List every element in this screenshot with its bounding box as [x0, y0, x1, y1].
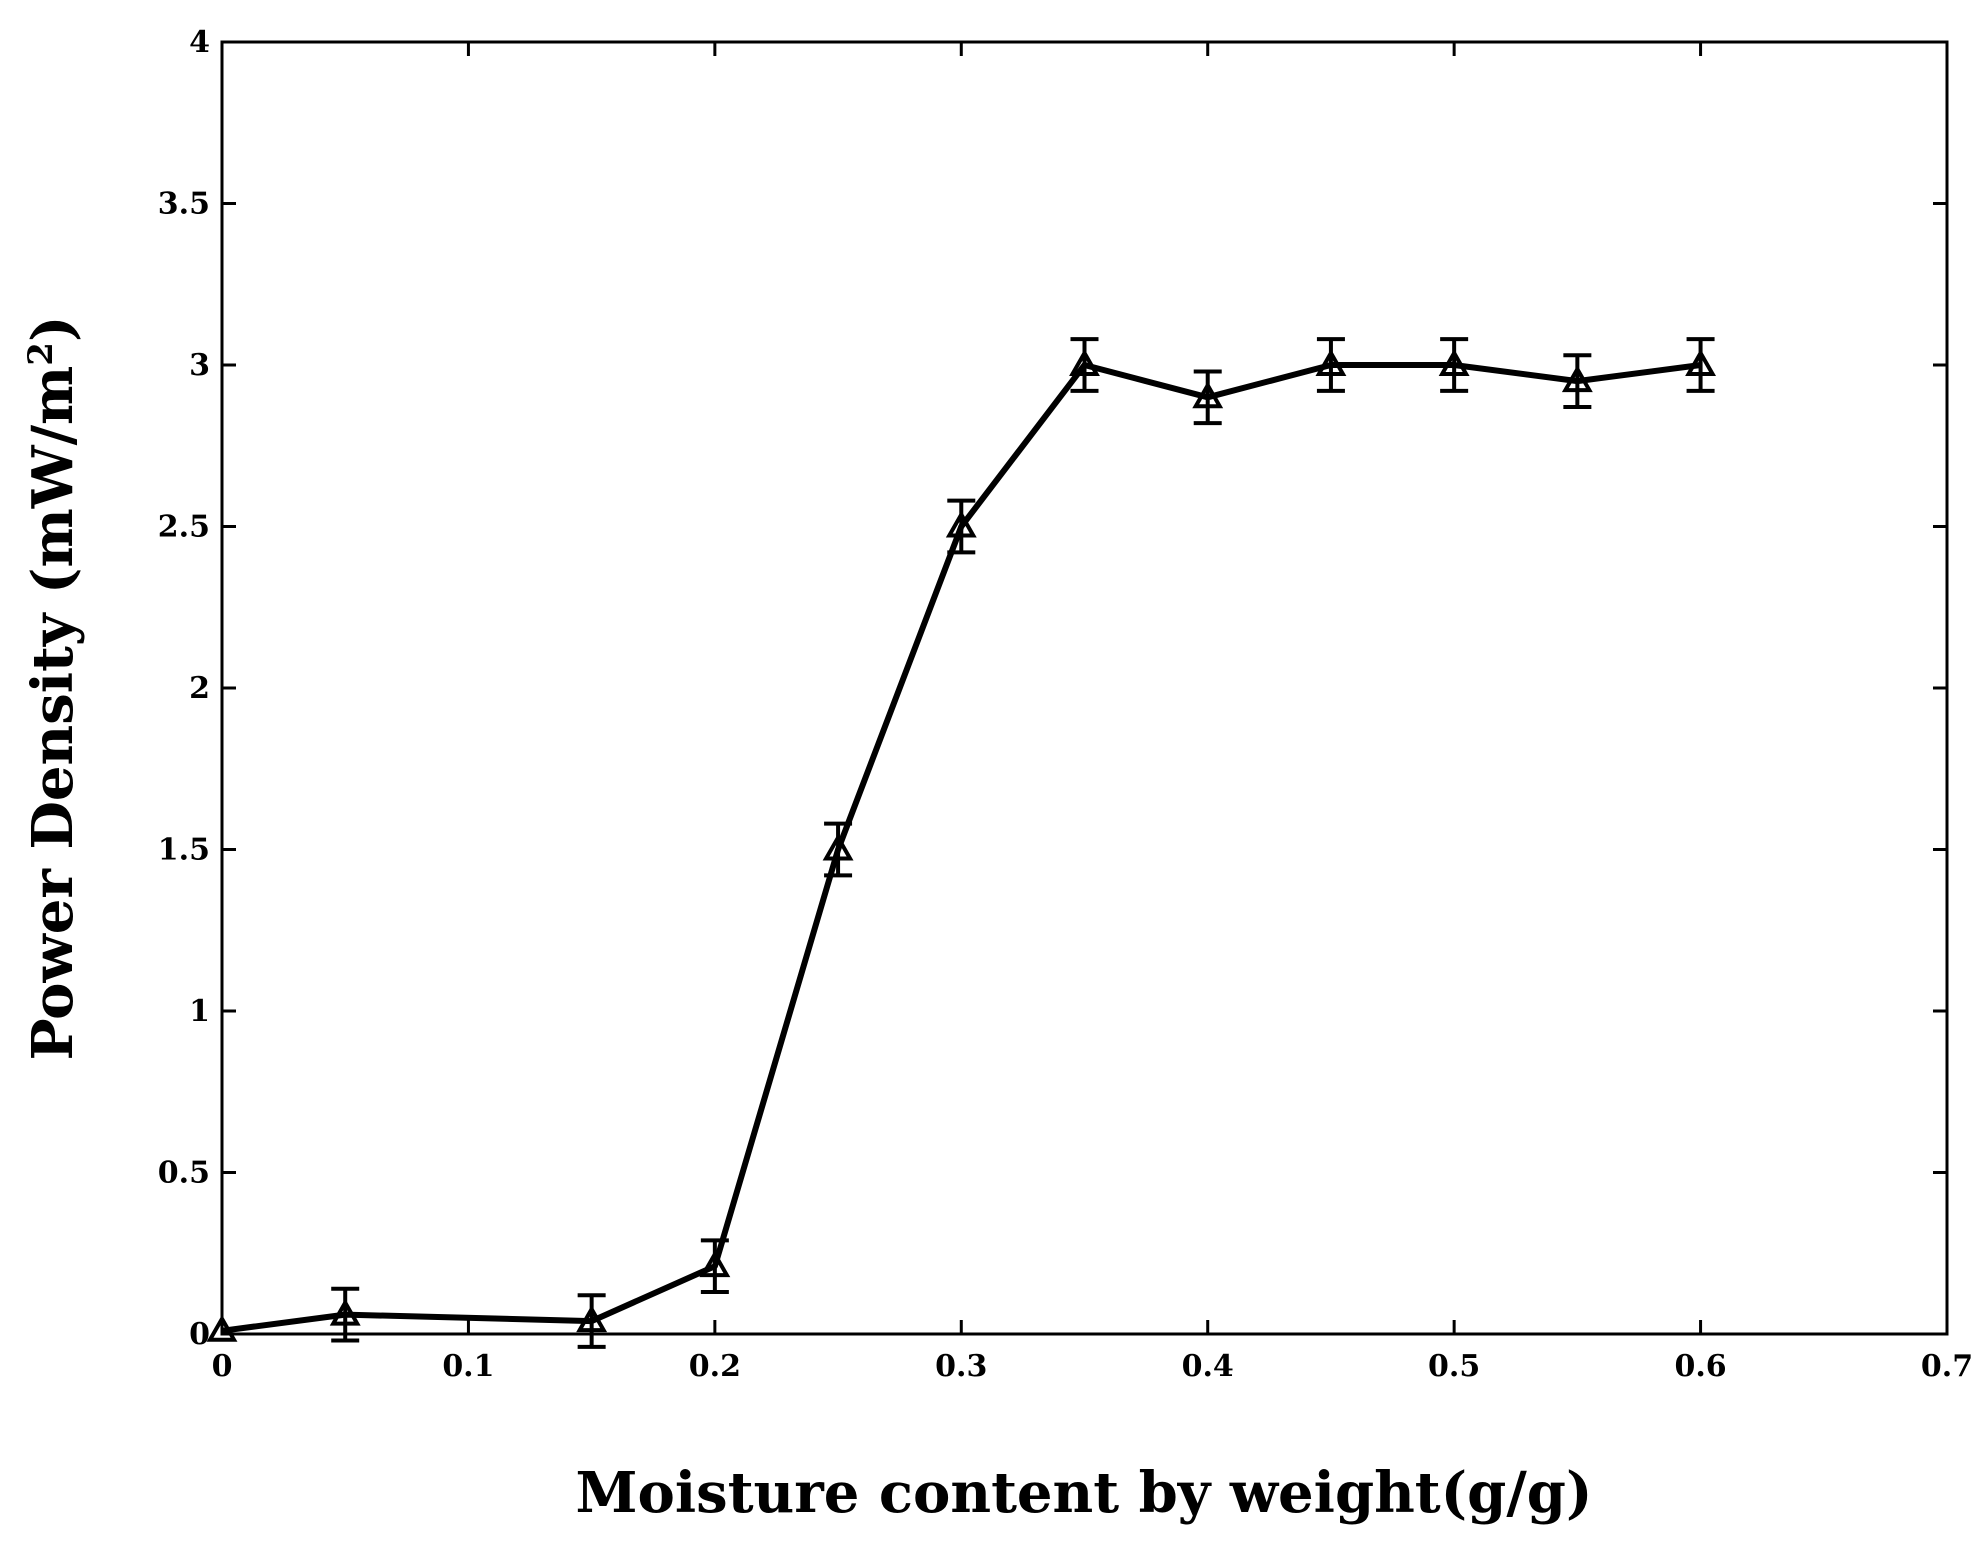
y-tick-label: 3	[189, 348, 210, 383]
y-tick-label: 0.5	[158, 1156, 210, 1191]
x-axis-title: Moisture content by weight(g/g)	[576, 1460, 1593, 1526]
data-point-marker	[1069, 348, 1100, 376]
plot-area	[220, 40, 1949, 1336]
x-tick-label: 0.7	[1921, 1349, 1973, 1384]
data-point-marker	[822, 833, 854, 861]
y-tick-label: 2	[189, 671, 210, 706]
y-tick-label: 3.5	[158, 187, 210, 222]
x-tick-label: 0.4	[1182, 1349, 1234, 1384]
x-tick-label: 0.1	[442, 1349, 494, 1384]
y-axis-title-superscript: 2	[21, 342, 61, 366]
data-point-marker	[576, 1305, 608, 1333]
y-tick-label: 1	[189, 994, 210, 1029]
data-point-marker	[1561, 365, 1593, 393]
y-tick-label: 4	[189, 25, 210, 60]
data-point-marker	[699, 1250, 731, 1278]
x-tick-label: 0.5	[1428, 1349, 1480, 1384]
data-point-marker	[1192, 381, 1224, 409]
data-point-marker	[945, 510, 977, 538]
x-tick-label: 0.2	[689, 1349, 741, 1384]
x-tick-label: 0	[212, 1349, 233, 1384]
x-axis-ticks: 0 0.1 0.2 0.3 0.4 0.5 0.6 0.7	[212, 42, 1973, 1384]
y-tick-label: 0	[189, 1317, 210, 1352]
y-axis-title: Power Density (mW/m2)	[20, 316, 86, 1061]
y-tick-label: 2.5	[158, 510, 210, 545]
data-point-marker	[329, 1298, 361, 1326]
data-point-marker	[1438, 348, 1470, 376]
data-point-marker	[1685, 348, 1717, 376]
error-bars	[331, 337, 1715, 1349]
data-point-marker	[1315, 348, 1347, 376]
data-point-marker	[206, 1314, 238, 1342]
y-tick-label: 1.5	[158, 833, 210, 868]
data-markers	[206, 348, 1717, 1342]
y-axis-title-suffix: )	[20, 316, 86, 343]
x-tick-label: 0.6	[1674, 1349, 1726, 1384]
x-tick-label: 0.3	[935, 1349, 987, 1384]
y-axis-ticks: 0 0.5 1 1.5 2 2.5 3 3.5 4	[158, 25, 1947, 1352]
y-axis-title-main: Power Density (mW/m	[20, 366, 86, 1061]
series-line	[221, 362, 1701, 1334]
